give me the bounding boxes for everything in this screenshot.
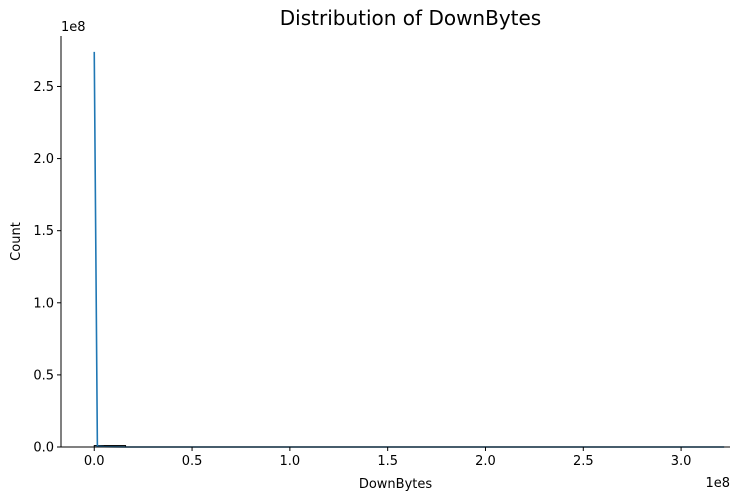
x-tick-label: 2.5 — [573, 454, 594, 469]
y-tick-label: 0.5 — [33, 368, 54, 383]
y-tick-label: 2.5 — [33, 80, 54, 95]
plot-area — [93, 51, 725, 448]
x-axis-label: DownBytes — [359, 477, 433, 492]
y-axis-ticks: 0.0 0.5 1.0 1.5 2.0 2.5 — [33, 80, 61, 456]
y-tick-label: 0.0 — [33, 441, 54, 456]
y-axis-offset-label: 1e8 — [61, 20, 86, 35]
chart-title: Distribution of DownBytes — [279, 6, 542, 30]
x-tick-label: 0.5 — [182, 454, 203, 469]
x-tick-label: 1.5 — [377, 454, 398, 469]
kde-line — [93, 51, 725, 448]
x-tick-label: 0.0 — [84, 454, 105, 469]
y-tick-label: 1.5 — [33, 224, 54, 239]
x-axis-ticks: 0.0 0.5 1.0 1.5 2.0 2.5 3.0 — [84, 447, 692, 469]
x-axis-offset-label: 1e8 — [705, 476, 730, 491]
y-axis-label: Count — [9, 222, 24, 261]
y-tick-label: 2.0 — [33, 152, 54, 167]
x-tick-label: 2.0 — [475, 454, 496, 469]
x-tick-label: 3.0 — [671, 454, 692, 469]
x-tick-label: 1.0 — [280, 454, 301, 469]
y-tick-label: 1.0 — [33, 296, 54, 311]
